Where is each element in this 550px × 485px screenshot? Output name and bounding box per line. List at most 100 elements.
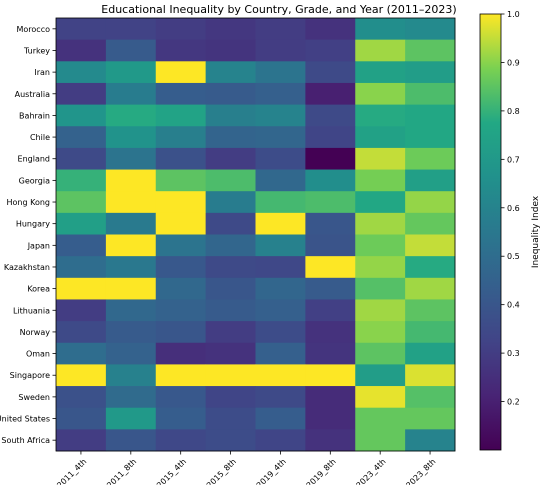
heatmap-cell: [56, 364, 107, 387]
heatmap-cell: [255, 342, 306, 365]
heatmap-cell: [405, 256, 456, 279]
plot-frame: [55, 17, 456, 452]
heatmap-cell: [355, 18, 406, 41]
heatmap-cell: [105, 277, 157, 300]
heatmap-cell: [405, 212, 456, 235]
heatmap-cell: [56, 169, 107, 192]
heatmap-cell: [255, 429, 306, 452]
y-tick-label: South Africa: [1, 436, 50, 445]
heatmap-cell: [155, 429, 207, 452]
heatmap-cell: [105, 18, 157, 41]
heatmap-cell: [155, 299, 207, 322]
x-tick-label: 2023_4th: [355, 457, 388, 485]
heatmap-cell: [255, 386, 306, 409]
heatmap-cell: [56, 299, 107, 322]
chart-title: Educational Inequality by Country, Grade…: [101, 3, 456, 16]
heatmap-cell: [355, 299, 406, 322]
x-tick-label: 2015_8th: [205, 457, 238, 485]
heatmap-cell: [255, 191, 306, 214]
y-tick-label: Morocco: [17, 25, 51, 34]
heatmap-cell: [155, 321, 207, 344]
heatmap-cell: [305, 147, 356, 170]
heatmap-cell: [56, 39, 107, 62]
heatmap-cell: [405, 169, 456, 192]
heatmap-cell: [305, 277, 356, 300]
colorbar: 0.2 0.3 0.4 0.5 0.6 0.7 0.8 0.9 1.0: [479, 10, 520, 451]
x-tick-label: 2023_8th: [404, 457, 437, 485]
heatmap-cell: [205, 342, 256, 365]
heatmap-cell: [56, 429, 107, 452]
heatmap-cell: [155, 82, 207, 105]
colorbar-tick-label: 1.0: [507, 10, 520, 19]
heatmap-cell: [155, 104, 207, 127]
y-tick-label: Singapore: [10, 371, 50, 380]
y-tick-label: England: [18, 155, 50, 164]
heatmap-cell: [105, 39, 157, 62]
heatmap-cell: [56, 277, 107, 300]
heatmap-cell: [205, 234, 256, 257]
heatmap-cell: [255, 169, 306, 192]
heatmap-cell: [405, 61, 456, 84]
heatmap-cell: [255, 407, 306, 430]
y-tick-label: Japan: [27, 241, 50, 250]
heatmap-cell: [355, 342, 406, 365]
heatmap-cell: [56, 82, 107, 105]
heatmap-cell: [155, 39, 207, 62]
heatmap-cell: [405, 299, 456, 322]
x-tick-label: 2015_4th: [155, 457, 188, 485]
colorbar-tick-label: 0.3: [507, 349, 520, 358]
heatmap-cell: [205, 429, 256, 452]
heatmap-cell: [255, 234, 306, 257]
heatmap-cell: [205, 104, 256, 127]
y-tick-label: Norway: [20, 328, 51, 337]
heatmap-cell: [105, 234, 157, 257]
heatmap-cell: [105, 386, 157, 409]
heatmap-cell: [355, 126, 406, 149]
heatmap-cell: [105, 321, 157, 344]
heatmap-cell: [205, 191, 256, 214]
heatmap-cell: [155, 342, 207, 365]
colorbar-tick-label: 0.2: [507, 398, 520, 407]
heatmap-cell: [305, 342, 356, 365]
heatmap-cell: [205, 277, 256, 300]
heatmap-cell: [405, 321, 456, 344]
heatmap-cell: [405, 39, 456, 62]
heatmap-cell: [56, 342, 107, 365]
heatmap-cell: [155, 386, 207, 409]
heatmap-cell: [255, 147, 306, 170]
heatmap-cell: [255, 364, 306, 387]
heatmap-cell: [305, 61, 356, 84]
heatmap-cell: [105, 61, 157, 84]
colorbar-tick-label: 0.5: [507, 252, 520, 261]
heatmap-cell: [205, 299, 256, 322]
heatmap-cell: [155, 18, 207, 41]
colorbar-tick-label: 0.9: [507, 58, 520, 67]
heatmap-cell: [205, 18, 256, 41]
heatmap-cell: [305, 191, 356, 214]
heatmap-cell: [355, 169, 406, 192]
heatmap-cell: [105, 82, 157, 105]
heatmap-cell: [105, 364, 157, 387]
heatmap-cell: [305, 18, 356, 41]
y-tick-label: Lithuania: [13, 306, 50, 315]
heatmap-cell: [56, 191, 107, 214]
heatmap-cell: [355, 277, 406, 300]
heatmap-cell: [205, 147, 256, 170]
heatmap-cell: [355, 386, 406, 409]
y-tick-label: Chile: [30, 133, 50, 142]
heatmap-cell: [305, 126, 356, 149]
heatmap-cell: [56, 212, 107, 235]
heatmap-cell: [255, 82, 306, 105]
heatmap-cell: [405, 191, 456, 214]
heatmap-cell: [405, 234, 456, 257]
heatmap-cell: [305, 104, 356, 127]
heatmap-cell: [56, 104, 107, 127]
heatmap-cell: [355, 147, 406, 170]
heatmap-cell: [56, 321, 107, 344]
colorbar-tick-label: 0.8: [507, 107, 520, 116]
heatmap-cell: [355, 407, 406, 430]
heatmap-cell: [155, 364, 207, 387]
heatmap-cell: [155, 277, 207, 300]
heatmap-cell: [405, 364, 456, 387]
